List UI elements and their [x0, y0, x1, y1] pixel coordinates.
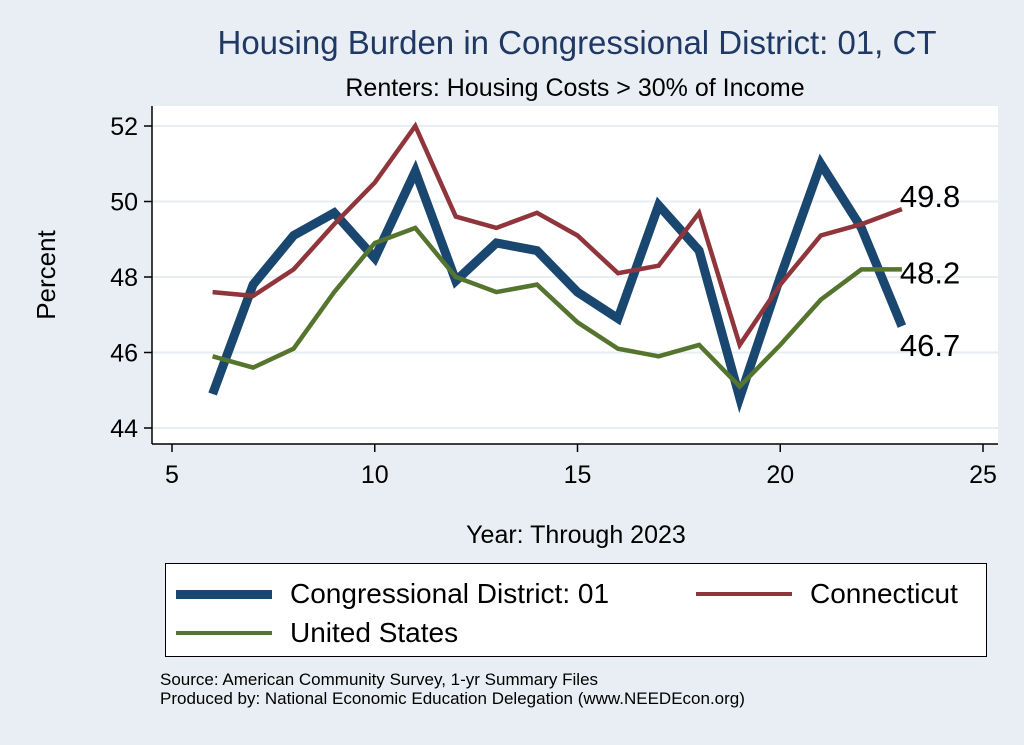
end-labels: 46.7 49.8 48.2 — [900, 179, 960, 363]
legend-item-united-states: United States — [176, 617, 458, 649]
legend-label-district: Congressional District: 01 — [290, 578, 610, 609]
x-tick-label: 5 — [165, 461, 179, 489]
legend-label-united-states: United States — [290, 617, 459, 648]
grid — [152, 125, 998, 429]
x-tick-label: 15 — [564, 461, 592, 489]
y-tick-label: 44 — [110, 415, 138, 443]
y-tick-label: 48 — [110, 264, 138, 292]
y-tick-label: 52 — [110, 113, 138, 141]
plot-area — [152, 106, 998, 444]
legend-item-connecticut: Connecticut — [696, 578, 958, 610]
end-label-2: 48.2 — [900, 255, 960, 290]
series-line-0 — [208, 153, 907, 414]
legend-swatch-district — [176, 589, 272, 599]
produced-line: Produced by: National Economic Education… — [160, 689, 745, 708]
end-label-0: 46.7 — [900, 328, 960, 363]
legend-swatch-united-states — [176, 630, 272, 636]
source-line: Source: American Community Survey, 1-yr … — [160, 670, 599, 689]
chart-canvas: 44 46 48 50 52 5 10 15 20 25 46.7 49.8 48.2 Percent… — [31, 106, 998, 549]
y-axis-label: Percent — [31, 229, 61, 319]
series-lines — [208, 121, 907, 414]
y-tick-label: 46 — [110, 340, 138, 368]
axes: 44 46 48 50 52 5 10 15 20 25 — [110, 106, 998, 489]
series-line-1 — [212, 121, 903, 351]
x-tick-label: 25 — [969, 461, 997, 489]
legend-item-district: Congressional District: 01 — [176, 578, 609, 610]
y-tick-label: 50 — [110, 189, 138, 217]
legend: Congressional District: 01 Connecticut U… — [165, 563, 987, 657]
x-tick-label: 10 — [361, 461, 389, 489]
chart-title: Housing Burden in Congressional District… — [217, 24, 937, 61]
x-axis-label: Year: Through 2023 — [466, 521, 686, 549]
x-tick-label: 20 — [766, 461, 794, 489]
legend-swatch-connecticut — [696, 591, 792, 597]
chart-subtitle: Renters: Housing Costs > 30% of Income — [345, 74, 805, 102]
end-label-1: 49.8 — [900, 179, 960, 214]
legend-label-connecticut: Connecticut — [810, 578, 958, 609]
source-note: Source: American Community Survey, 1-yr … — [160, 670, 745, 708]
series-line-2 — [211, 225, 902, 390]
